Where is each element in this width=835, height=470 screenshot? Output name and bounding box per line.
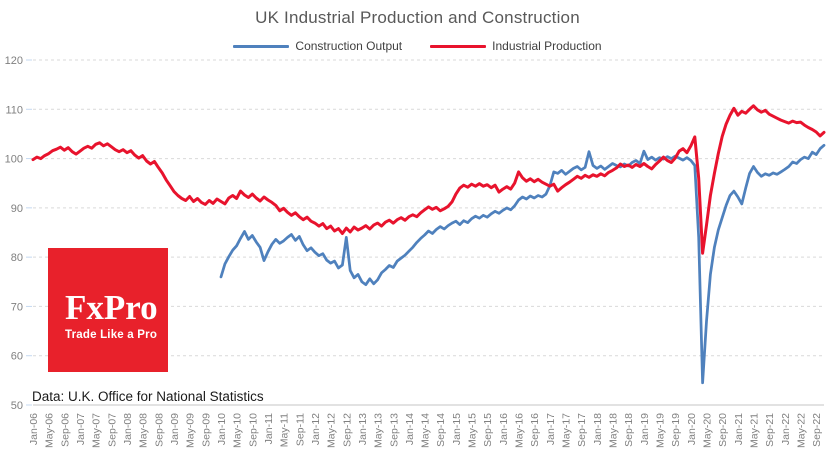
- fxpro-wordmark: FxPro: [65, 288, 158, 327]
- xtick-label-Jan-16: Jan-16: [498, 413, 510, 445]
- ytick-label-70: 70: [11, 301, 23, 313]
- xtick-label-May-07: May-07: [91, 413, 103, 448]
- xtick-label-Sep-17: Sep-17: [576, 413, 588, 447]
- xtick-label-Sep-10: Sep-10: [247, 413, 259, 447]
- xtick-label-Jan-07: Jan-07: [75, 413, 87, 445]
- legend-item-industrial: Industrial Production: [430, 39, 602, 53]
- xtick-label-Jan-11: Jan-11: [263, 413, 275, 444]
- xtick-label-Jan-12: Jan-12: [310, 413, 322, 445]
- xtick-label-May-21: May-21: [749, 413, 761, 448]
- source-note: Data: U.K. Office for National Statistic…: [32, 389, 264, 404]
- xtick-label-Sep-12: Sep-12: [341, 413, 353, 447]
- xtick-label-May-11: May-11: [279, 413, 291, 447]
- xtick-label-Sep-13: Sep-13: [388, 413, 400, 447]
- xtick-label-May-09: May-09: [185, 413, 197, 448]
- xtick-label-Sep-09: Sep-09: [200, 413, 212, 447]
- ytick-label-90: 90: [11, 203, 23, 215]
- xtick-label-Sep-16: Sep-16: [529, 413, 541, 447]
- xtick-label-Jan-13: Jan-13: [357, 413, 369, 445]
- xtick-label-Sep-08: Sep-08: [153, 413, 165, 447]
- xtick-label-Sep-22: Sep-22: [811, 413, 823, 447]
- xtick-label-May-15: May-15: [467, 413, 479, 448]
- xtick-label-Sep-06: Sep-06: [59, 413, 71, 447]
- xtick-label-Jan-20: Jan-20: [686, 413, 698, 445]
- xtick-label-May-18: May-18: [608, 413, 620, 448]
- xtick-label-May-19: May-19: [655, 413, 667, 448]
- xtick-label-Sep-18: Sep-18: [623, 413, 635, 447]
- legend-line-industrial-icon: [430, 44, 487, 48]
- legend-item-construction: Construction Output: [233, 39, 402, 53]
- xtick-label-May-16: May-16: [514, 413, 526, 448]
- xtick-label-Sep-11: Sep-11: [294, 413, 306, 446]
- xtick-label-Jan-10: Jan-10: [216, 413, 228, 445]
- xtick-label-Sep-20: Sep-20: [717, 413, 729, 447]
- xtick-label-Jan-21: Jan-21: [733, 413, 745, 445]
- fxpro-tagline: Trade Like a Pro: [65, 329, 158, 341]
- legend-label-construction: Construction Output: [295, 39, 403, 53]
- y-gridlines: [33, 59, 824, 406]
- legend-label-industrial: Industrial Production: [492, 39, 602, 53]
- x-axis-labels: Jan-06 May-06 Sep-06 Jan-07 May-07 Sep-07 Jan-…: [28, 413, 823, 448]
- xtick-label-Jan-14: Jan-14: [404, 413, 416, 445]
- ytick-label-50: 50: [11, 400, 23, 412]
- chart-legend: Construction Output Industrial Productio…: [0, 38, 835, 54]
- xtick-label-May-06: May-06: [44, 413, 56, 448]
- xtick-label-May-13: May-13: [373, 413, 385, 448]
- ytick-label-60: 60: [11, 351, 23, 363]
- xtick-label-Jan-15: Jan-15: [451, 413, 463, 445]
- xtick-label-Sep-07: Sep-07: [106, 413, 118, 447]
- ytick-label-100: 100: [5, 154, 23, 166]
- series-line-construction-output: [219, 143, 826, 385]
- legend-line-construction-icon: [233, 44, 290, 48]
- xtick-label-Sep-14: Sep-14: [435, 413, 447, 447]
- xtick-label-Jan-06: Jan-06: [28, 413, 40, 445]
- xtick-label-Jan-22: Jan-22: [780, 413, 792, 445]
- ytick-label-80: 80: [11, 252, 23, 264]
- xtick-label-May-08: May-08: [138, 413, 150, 448]
- xtick-label-Jan-08: Jan-08: [122, 413, 134, 445]
- chart-title: UK Industrial Production and Constructio…: [255, 8, 580, 27]
- xtick-label-May-17: May-17: [561, 413, 573, 448]
- y-axis-tickmarks: [26, 59, 32, 406]
- xtick-label-Sep-19: Sep-19: [670, 413, 682, 447]
- xtick-label-Sep-15: Sep-15: [482, 413, 494, 447]
- y-axis-labels: 50 60 70 80 90 100 110 120: [5, 55, 23, 412]
- xtick-label-Sep-21: Sep-21: [764, 413, 776, 447]
- xtick-label-May-12: May-12: [326, 413, 338, 448]
- xtick-label-May-22: May-22: [796, 413, 808, 448]
- xtick-label-May-10: May-10: [232, 413, 244, 448]
- xtick-label-May-14: May-14: [420, 413, 432, 448]
- xtick-label-May-20: May-20: [702, 413, 714, 448]
- xtick-label-Jan-19: Jan-19: [639, 413, 651, 445]
- xtick-label-Jan-18: Jan-18: [592, 413, 604, 445]
- series-line-industrial-production: [31, 104, 826, 255]
- ytick-label-120: 120: [5, 55, 23, 67]
- ytick-label-110: 110: [5, 104, 23, 116]
- xtick-label-Jan-17: Jan-17: [545, 413, 557, 445]
- xtick-label-Jan-09: Jan-09: [169, 413, 181, 445]
- series-lines: [31, 104, 826, 385]
- fxpro-logo: FxPro Trade Like a Pro: [48, 248, 168, 372]
